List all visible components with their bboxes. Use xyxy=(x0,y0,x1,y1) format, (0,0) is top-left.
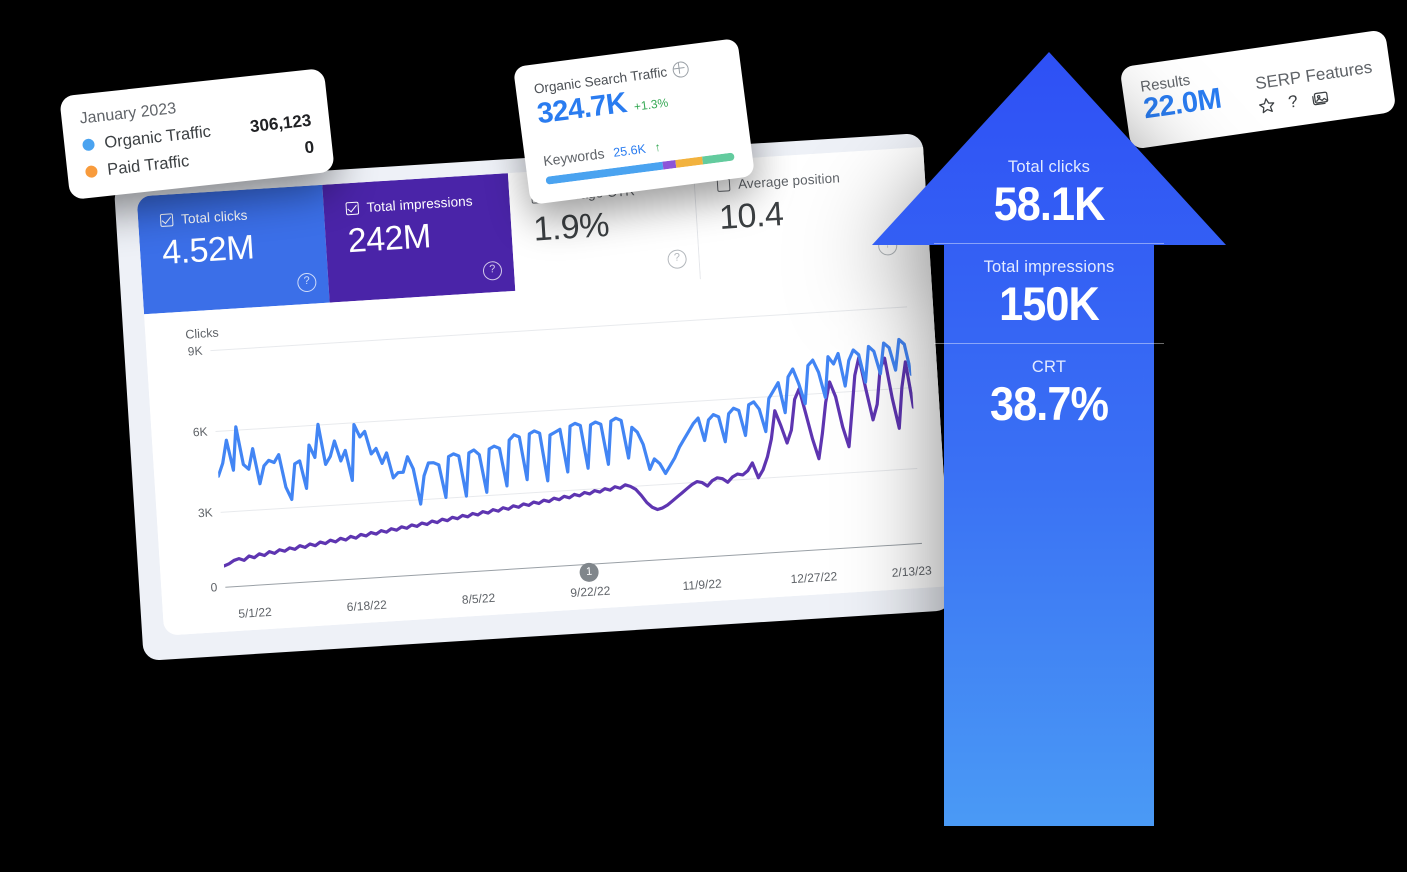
help-icon[interactable]: ? xyxy=(667,249,688,270)
question-mark-icon[interactable]: ? xyxy=(1286,91,1300,112)
checkbox-icon[interactable] xyxy=(159,213,174,228)
tile-label: Total impressions xyxy=(366,193,474,216)
keyword-bar-segment-second xyxy=(662,159,677,170)
x-tick-label: 8/5/22 xyxy=(461,590,496,607)
arrow-metric-label: CRT xyxy=(1031,357,1067,376)
growth-arrow-panel: Total clicks 58.1K Total impressions 150… xyxy=(870,50,1228,828)
x-tick-label: 5/1/22 xyxy=(237,604,273,621)
serp-features-card: Results 22.0M SERP Features ? xyxy=(1119,29,1397,150)
legend-dot-organic-icon xyxy=(81,138,96,152)
arrow-metric-value: 38.7% xyxy=(989,376,1109,430)
metric-tile-total-impressions[interactable]: Total impressions 242M ? xyxy=(322,173,516,303)
divider xyxy=(934,342,1164,344)
image-pack-icon[interactable] xyxy=(1309,88,1330,108)
tile-value: 4.52M xyxy=(161,228,256,272)
x-tick-label: 6/18/22 xyxy=(346,597,388,615)
row-value: 306,123 xyxy=(249,110,313,137)
keyword-bar-segment-third xyxy=(675,156,703,168)
x-tick-label: 12/27/22 xyxy=(790,569,838,587)
globe-icon xyxy=(671,60,690,79)
keywords-value: 25.6K xyxy=(612,141,647,160)
tile-value: 242M xyxy=(346,217,432,261)
tile-value: 10.4 xyxy=(717,194,785,237)
trend-up-icon: ↑ xyxy=(653,139,662,155)
x-tick-label: 9/22/22 xyxy=(569,583,611,601)
help-icon[interactable]: ? xyxy=(482,260,503,281)
arrow-metrics: Total clicks 58.1K Total impressions 150… xyxy=(906,158,1192,429)
y-tick-label: 3K xyxy=(197,505,214,521)
dashboard-inner-card: Total clicks 4.52M ? Total impressions 2… xyxy=(136,147,951,636)
arrow-metric-value: 150K xyxy=(999,276,1100,330)
search-console-dashboard-panel: Total clicks 4.52M ? Total impressions 2… xyxy=(113,133,953,661)
tile-header: Total impressions xyxy=(345,192,494,216)
series-line-organic xyxy=(212,339,917,517)
arrow-metric-value: 58.1K xyxy=(993,177,1106,230)
serp-feature-icon-list: ? xyxy=(1257,81,1376,115)
y-tick-label: 0 xyxy=(210,580,218,595)
row-value: 0 xyxy=(303,137,316,158)
tile-label: Total clicks xyxy=(180,207,248,227)
chart-lines xyxy=(210,298,922,591)
arrow-metric-label: Total impressions xyxy=(983,257,1115,276)
chart-annotation-pin[interactable]: 1 xyxy=(579,562,600,583)
help-icon[interactable]: ? xyxy=(296,272,317,293)
x-tick-label: 11/9/22 xyxy=(682,576,723,593)
y-tick-label: 6K xyxy=(192,424,208,440)
tile-header: Total clicks xyxy=(159,204,309,228)
chart-plot-area: 9K 6K 3K 0 xyxy=(168,298,922,595)
metric-delta: +1.3% xyxy=(633,95,670,114)
features-block: SERP Features ? xyxy=(1252,46,1376,115)
legend-dot-paid-icon xyxy=(84,165,99,179)
keyword-bar-segment-fourth xyxy=(701,152,735,165)
tile-label: Average position xyxy=(737,170,841,192)
star-icon[interactable] xyxy=(1257,96,1276,115)
row-label: Organic Traffic xyxy=(103,122,212,152)
tile-value: 1.9% xyxy=(532,205,611,249)
checkbox-icon[interactable] xyxy=(345,201,360,216)
arrow-metric-label: Total clicks xyxy=(1007,158,1091,176)
metric-tile-total-clicks[interactable]: Total clicks 4.52M ? xyxy=(136,184,330,315)
y-tick-label: 9K xyxy=(187,343,203,359)
keywords-label: Keywords xyxy=(542,145,606,169)
organic-search-traffic-card: Organic Search Traffic 324.7K +1.3% Keyw… xyxy=(512,38,756,205)
clicks-chart: Clicks 9K 6K 3K 0 xyxy=(144,264,951,636)
row-label: Paid Traffic xyxy=(106,151,191,179)
series-line-paid xyxy=(213,354,920,566)
divider xyxy=(934,242,1164,244)
